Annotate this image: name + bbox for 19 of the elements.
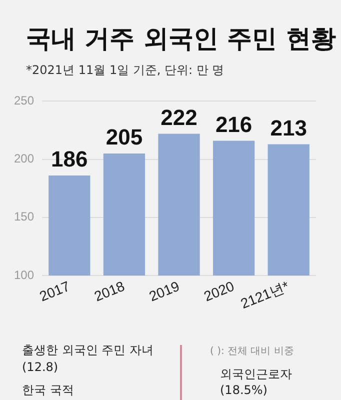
text: ( ): 전체 대비 비중 [210,345,294,358]
x-tick-label: 2018 [92,278,127,304]
x-tick-label: 2020 [202,278,237,304]
text: 출생한 외국인 주민 자녀(12.8) [22,342,154,376]
y-tick-label: 150 [14,210,34,224]
data-label: 205 [106,124,143,150]
data-label: 222 [160,104,198,130]
x-tick-label: 2017 [37,278,72,304]
data-label: 186 [51,146,88,172]
x-tick-label: 2019 [146,278,182,304]
y-tick-label: 200 [14,152,34,166]
y-tick-label: 250 [14,94,34,108]
text: 한국 국적 [22,382,74,399]
chart-title: 국내 거주 외국인 주민 현황 [26,23,336,55]
text: 외국인근로자 (18.5%) [220,366,293,397]
chart-subtitle: *2021년 11월 1일 기준, 단위: 만 명 [26,62,224,79]
data-label: 213 [270,115,307,140]
data-label: 216 [215,112,252,137]
y-tick-label: 100 [14,268,34,282]
